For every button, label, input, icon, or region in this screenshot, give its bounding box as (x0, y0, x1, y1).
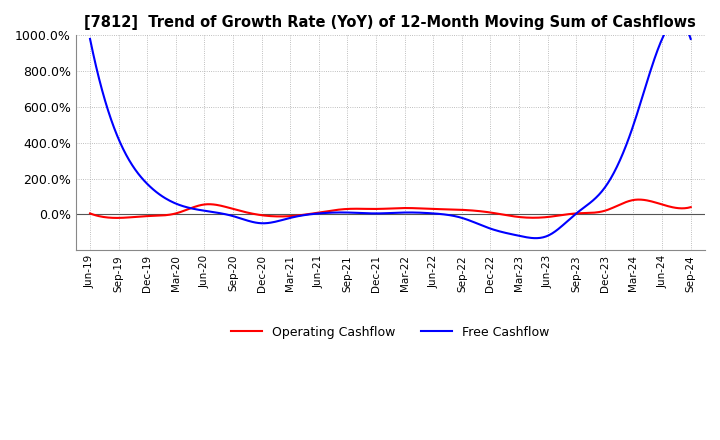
Free Cashflow (522, 235, 531, 240)
Free Cashflow (531, 235, 540, 241)
Free Cashflow (672, 17, 681, 22)
Operating Cashflow (635, 197, 644, 202)
Operating Cashflow (113, 215, 122, 220)
Free Cashflow (86, 36, 94, 41)
Free Cashflow (519, 234, 528, 239)
Operating Cashflow (86, 211, 94, 216)
Operating Cashflow (160, 213, 168, 218)
Free Cashflow (323, 210, 332, 216)
Operating Cashflow (523, 215, 532, 220)
Free Cashflow (158, 194, 166, 199)
Free Cashflow (464, 217, 472, 223)
Operating Cashflow (465, 208, 474, 213)
Line: Operating Cashflow: Operating Cashflow (90, 200, 690, 218)
Operating Cashflow (283, 214, 292, 219)
Legend: Operating Cashflow, Free Cashflow: Operating Cashflow, Free Cashflow (226, 321, 554, 344)
Title: [7812]  Trend of Growth Rate (YoY) of 12-Month Moving Sum of Cashflows: [7812] Trend of Growth Rate (YoY) of 12-… (84, 15, 696, 30)
Line: Free Cashflow: Free Cashflow (90, 20, 690, 238)
Free Cashflow (686, 36, 695, 41)
Operating Cashflow (686, 205, 695, 210)
Operating Cashflow (521, 215, 529, 220)
Free Cashflow (282, 216, 290, 222)
Operating Cashflow (325, 208, 333, 213)
